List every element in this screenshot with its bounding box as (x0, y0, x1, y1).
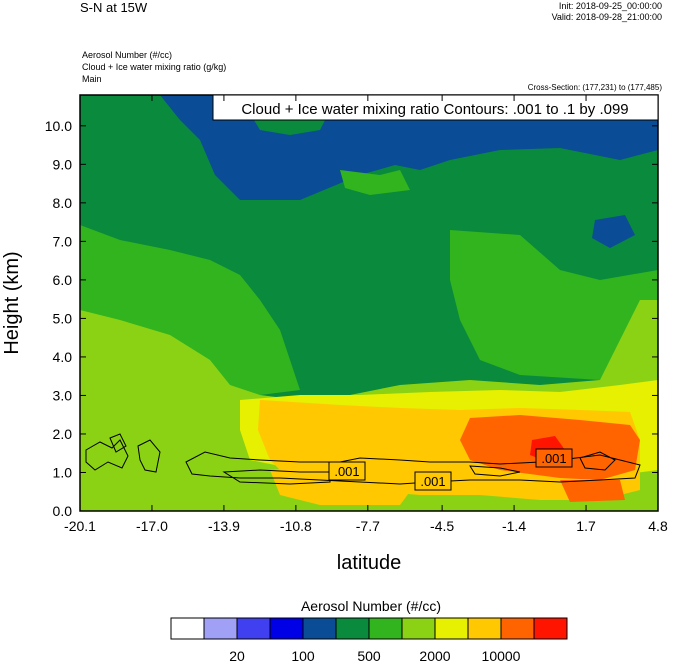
y-tick-label: 1.0 (53, 464, 73, 480)
x-tick-label: -13.9 (208, 518, 240, 534)
plot-title: S-N at 15W (80, 0, 148, 15)
colorbar-swatch (269, 617, 304, 640)
colorbar-swatch (302, 617, 337, 640)
subtitle-main: Main (82, 74, 102, 84)
y-tick-label: 6.0 (53, 272, 73, 288)
y-tick-label: 3.0 (53, 387, 73, 403)
contour-title-box (212, 94, 659, 121)
colorbar-swatch (434, 617, 469, 640)
contour-label-group: .001 .001 .001 (328, 448, 573, 491)
colorbar-swatch (533, 617, 568, 640)
colorbar-label: 2000 (419, 648, 450, 664)
colorbar-swatch (401, 617, 436, 640)
x-tick-label: 1.7 (576, 518, 596, 534)
y-tick-label: 8.0 (53, 195, 73, 211)
colorbar-label: 10000 (482, 648, 521, 664)
contour-label-box-2 (414, 471, 452, 491)
colorbar-swatch (467, 617, 502, 640)
colorbar-swatch (335, 617, 370, 640)
x-tick-label: -4.5 (430, 518, 454, 534)
contour-label-3: .001 (541, 451, 566, 466)
colorbar: 20 100 500 2000 10000 (170, 617, 568, 664)
y-tick-label: 9.0 (53, 156, 73, 172)
colorbar-swatch (236, 617, 271, 640)
time-info: Init: 2018-09-25_00:00:00 Valid: 2018-09… (552, 1, 662, 23)
colorbar-swatch (170, 617, 205, 640)
x-tick-label: -7.7 (356, 518, 380, 534)
contour-label-box-1 (328, 461, 366, 481)
contour-label-box-3 (535, 448, 573, 468)
y-tick-label: 7.0 (53, 233, 73, 249)
x-tick-label: -1.4 (502, 518, 526, 534)
colorbar-label: 20 (229, 648, 245, 664)
colorbar-label: 500 (357, 648, 381, 664)
subtitle-cloud: Cloud + Ice water mixing ratio (g/kg) (82, 62, 227, 72)
y-tick-label: 0.0 (53, 503, 73, 519)
colorbar-swatch (203, 617, 238, 640)
x-tick-label: -10.8 (280, 518, 312, 534)
x-tick-label: -17.0 (136, 518, 168, 534)
colorbar-label: 100 (291, 648, 315, 664)
colorbar-title: Aerosol Number (#/cc) (301, 598, 441, 614)
y-tick-label: 2.0 (53, 426, 73, 442)
contour-label-2: .001 (420, 474, 445, 489)
x-axis-label: latitude (337, 552, 402, 574)
y-tick-label: 5.0 (53, 310, 73, 326)
colorbar-swatch (368, 617, 403, 640)
y-axis-label: Height (km) (1, 251, 23, 354)
y-tick-label: 10.0 (45, 118, 72, 134)
subtitle-aerosol: Aerosol Number (#/cc) (82, 50, 173, 60)
contour-label-1: .001 (334, 464, 359, 479)
y-tick-label: 4.0 (53, 349, 73, 365)
contour-title: Cloud + Ice water mixing ratio Contours:… (241, 101, 628, 118)
axis-ticks: -20.1 -17.0 -13.9 -10.8 -7.7 -4.5 -1.4 1.7 4.8 0.… (45, 95, 668, 534)
x-tick-label: -20.1 (64, 518, 96, 534)
init-time: Init: 2018-09-25_00:00:00 (558, 1, 662, 11)
valid-time: Valid: 2018-09-28_21:00:00 (551, 12, 662, 22)
cross-section-label: Cross-Section: (177,231) to (177,485) (527, 83, 662, 92)
colorbar-swatch (500, 617, 535, 640)
x-tick-label: 4.8 (648, 518, 668, 534)
